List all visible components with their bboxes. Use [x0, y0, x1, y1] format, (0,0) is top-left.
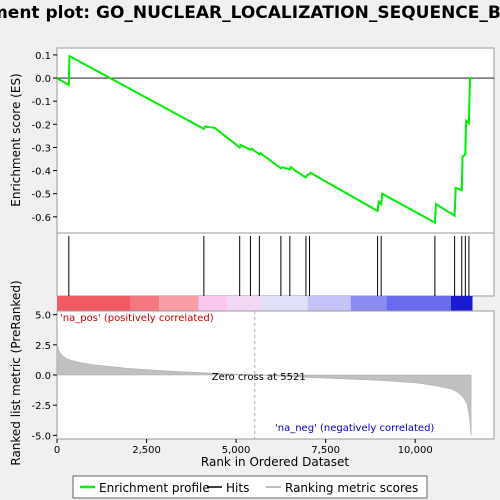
legend-frame: [72, 475, 428, 499]
x-axis-label: Rank in Ordered Dataset: [201, 455, 349, 469]
heat-segment: [198, 296, 228, 311]
metric-y-tick-label: -2.5: [31, 401, 51, 412]
heat-segment: [159, 296, 199, 311]
heat-segment: [57, 296, 131, 311]
legend-hits-label: Hits: [226, 481, 249, 495]
es-y-tick-label: -0.4: [31, 167, 51, 178]
es-y-tick-label: -0.3: [31, 143, 51, 154]
es-panel: 0.1 0.0 -0.1 -0.2 -0.3 -0.4 -0.5 -0.6 Enrichmen…: [9, 47, 495, 234]
metric-y-axis-label: Ranked list metric (PreRanked): [9, 280, 23, 465]
enrichment-profile-line: [56, 54, 473, 225]
zero-cross-label: Zero cross at 5521: [212, 372, 306, 383]
metric-y-tick-label: 0.0: [35, 371, 51, 382]
heat-segment: [350, 296, 387, 311]
x-tick-label: 2,500: [132, 445, 161, 456]
x-tick-label: 5,000: [222, 445, 251, 456]
x-tick-label: 10,000: [398, 445, 433, 456]
es-y-tick-label: -0.5: [31, 190, 51, 201]
legend-enrichment-label: Enrichment profile: [99, 481, 210, 495]
es-y-axis: 0.1 0.0 -0.1 -0.2 -0.3 -0.4 -0.5 -0.6: [31, 51, 57, 224]
metric-y-axis: 5.0 2.5 0.0 -2.5 -5.0: [31, 311, 57, 442]
x-axis: 0 2,500 5,000 7,500 10,000: [54, 439, 433, 456]
legend-metric-label: Ranking metric scores: [285, 481, 418, 495]
pos-label: 'na_pos' (positively correlated): [60, 313, 214, 324]
es-y-tick-label: 0.0: [35, 74, 51, 85]
heat-segment: [451, 296, 473, 311]
hits-panel-frame: [56, 232, 495, 297]
es-y-axis-label: Enrichment score (ES): [9, 73, 23, 206]
es-y-tick-label: 0.1: [35, 51, 51, 62]
neg-label: 'na_neg' (negatively correlated): [275, 423, 434, 434]
rank-heat-bar: [57, 296, 473, 311]
metric-y-tick-label: 2.5: [35, 341, 51, 352]
metric-y-tick-label: 5.0: [35, 311, 51, 322]
heat-segment: [386, 296, 452, 311]
es-panel-frame: [56, 47, 495, 234]
heat-segment: [227, 296, 262, 311]
metric-y-tick-label: -5.0: [31, 431, 51, 442]
es-y-tick-label: -0.1: [31, 97, 51, 108]
metric-panel: 5.0 2.5 0.0 -2.5 -5.0 Zero cross at 5521 'na…: [9, 280, 495, 469]
heat-segment: [130, 296, 160, 311]
ranking-metric-area: [56, 343, 472, 436]
heat-segment: [307, 296, 351, 311]
x-tick-label: 0: [54, 445, 60, 456]
heat-segment: [261, 296, 308, 311]
x-tick-label: 7,500: [311, 445, 340, 456]
legend: Enrichment profile Hits Ranking metric s…: [72, 475, 428, 499]
chart-title: Enrichment plot: GO_NUCLEAR_LOCALIZATION…: [0, 3, 500, 23]
hits-panel: [56, 232, 495, 311]
es-y-tick-label: -0.2: [31, 120, 51, 131]
hit-marks: [68, 236, 470, 296]
es-y-tick-label: -0.6: [31, 213, 51, 224]
